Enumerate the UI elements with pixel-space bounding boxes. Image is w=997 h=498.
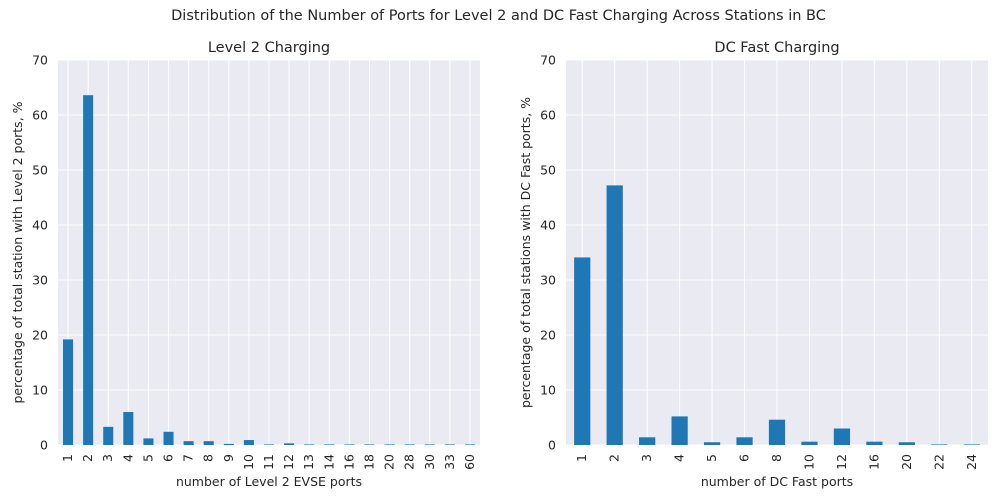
x-tick-label: 3 bbox=[639, 454, 654, 462]
x-tick-label: 14 bbox=[321, 454, 336, 470]
x-axis-label: number of Level 2 EVSE ports bbox=[176, 474, 362, 489]
bar bbox=[424, 444, 435, 445]
y-tick-label: 70 bbox=[32, 53, 48, 68]
x-tick-label: 20 bbox=[382, 454, 397, 470]
y-tick-label: 20 bbox=[540, 328, 556, 343]
bar bbox=[464, 444, 475, 445]
x-tick-label: 16 bbox=[341, 454, 356, 470]
bar bbox=[671, 416, 688, 445]
y-tick-label: 10 bbox=[540, 383, 556, 398]
x-tick-label: 6 bbox=[161, 454, 176, 462]
bar bbox=[606, 185, 623, 445]
bar bbox=[639, 437, 656, 445]
x-tick-label: 4 bbox=[672, 454, 687, 462]
bar bbox=[203, 441, 214, 445]
bar bbox=[103, 426, 114, 445]
x-tick-label: 10 bbox=[801, 454, 816, 470]
x-tick-label: 28 bbox=[402, 454, 417, 470]
y-tick-label: 50 bbox=[32, 163, 48, 178]
bar bbox=[866, 441, 883, 445]
bar bbox=[63, 339, 74, 445]
bar bbox=[574, 257, 591, 445]
x-tick-label: 4 bbox=[120, 454, 135, 462]
x-tick-label: 60 bbox=[462, 454, 477, 470]
y-tick-label: 60 bbox=[32, 108, 48, 123]
y-tick-label: 30 bbox=[32, 273, 48, 288]
x-tick-label: 9 bbox=[221, 454, 236, 462]
bar bbox=[384, 444, 395, 445]
x-tick-label: 24 bbox=[964, 454, 979, 470]
y-axis-label: percentage of total stations with DC Fas… bbox=[518, 97, 533, 408]
x-tick-label: 6 bbox=[737, 454, 752, 462]
x-tick-label: 33 bbox=[442, 454, 457, 470]
x-tick-label: 7 bbox=[181, 454, 196, 462]
bar bbox=[736, 437, 753, 445]
bar bbox=[263, 444, 275, 445]
x-tick-label: 10 bbox=[241, 454, 256, 470]
y-tick-label: 40 bbox=[32, 218, 48, 233]
x-tick-label: 2 bbox=[80, 454, 95, 462]
bar bbox=[304, 444, 315, 445]
bar bbox=[243, 440, 254, 445]
bar bbox=[83, 95, 94, 445]
bar bbox=[143, 438, 154, 445]
y-tick-label: 50 bbox=[540, 163, 556, 178]
subplot-title: Level 2 Charging bbox=[208, 40, 330, 56]
bar bbox=[404, 444, 415, 445]
x-tick-label: 13 bbox=[301, 454, 316, 470]
x-tick-label: 5 bbox=[704, 454, 719, 462]
bar bbox=[703, 442, 721, 445]
x-tick-label: 8 bbox=[769, 454, 784, 462]
x-tick-label: 30 bbox=[422, 454, 437, 470]
bar bbox=[833, 428, 851, 445]
x-tick-label: 22 bbox=[931, 454, 946, 470]
bar bbox=[931, 444, 948, 445]
y-tick-label: 10 bbox=[32, 383, 48, 398]
x-tick-label: 20 bbox=[899, 454, 914, 470]
x-tick-label: 1 bbox=[574, 454, 589, 462]
y-tick-label: 70 bbox=[540, 53, 556, 68]
bar bbox=[898, 442, 915, 445]
y-axis-label: percentage of total station with Level 2… bbox=[10, 101, 25, 403]
x-tick-label: 5 bbox=[140, 454, 155, 462]
x-tick-label: 12 bbox=[834, 454, 849, 470]
bar bbox=[344, 444, 355, 445]
bar bbox=[183, 441, 194, 445]
bar bbox=[223, 443, 234, 445]
figure-title: Distribution of the Number of Ports for … bbox=[171, 8, 826, 24]
subplot-title: DC Fast Charging bbox=[714, 40, 839, 56]
bar bbox=[324, 444, 335, 445]
bar bbox=[768, 419, 786, 445]
x-tick-label: 2 bbox=[607, 454, 622, 462]
x-tick-label: 3 bbox=[100, 454, 115, 462]
bar bbox=[963, 444, 980, 445]
bar bbox=[364, 444, 375, 445]
x-tick-label: 12 bbox=[281, 454, 296, 470]
bar bbox=[123, 412, 134, 445]
y-tick-label: 30 bbox=[540, 273, 556, 288]
x-tick-label: 1 bbox=[60, 454, 75, 462]
bar bbox=[284, 443, 295, 445]
x-tick-label: 16 bbox=[866, 454, 881, 470]
x-axis-label: number of DC Fast ports bbox=[701, 474, 853, 489]
bar bbox=[801, 441, 818, 445]
y-tick-label: 20 bbox=[32, 328, 48, 343]
x-tick-label: 11 bbox=[261, 454, 276, 470]
y-tick-label: 40 bbox=[540, 218, 556, 233]
x-tick-label: 8 bbox=[201, 454, 216, 462]
y-tick-label: 0 bbox=[548, 438, 556, 453]
y-tick-label: 60 bbox=[540, 108, 556, 123]
bar bbox=[163, 431, 174, 445]
bar bbox=[444, 444, 455, 445]
y-tick-label: 0 bbox=[40, 438, 48, 453]
x-tick-label: 18 bbox=[361, 454, 376, 470]
